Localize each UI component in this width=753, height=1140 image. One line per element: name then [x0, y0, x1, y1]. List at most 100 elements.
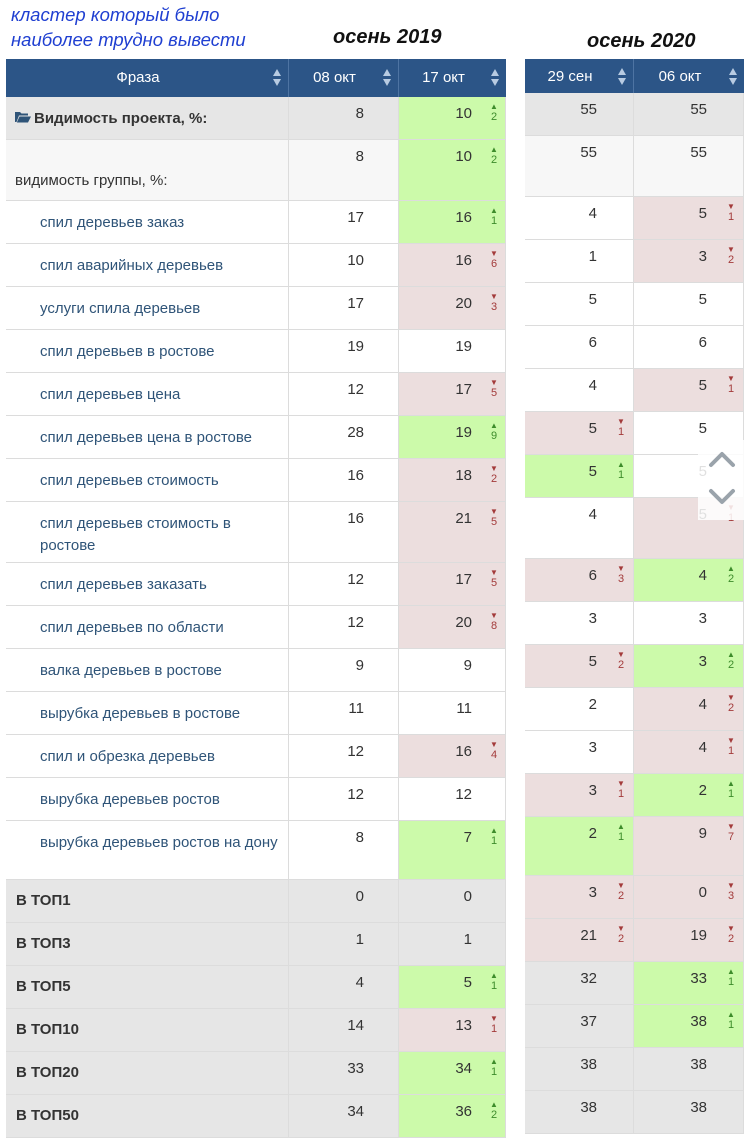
phrase-cell[interactable]: спил деревьев стоимость: [6, 459, 289, 501]
phrase-text: В ТОП10: [16, 1021, 79, 1038]
phrase-cell[interactable]: спил и обрезка деревьев: [6, 735, 289, 777]
value-cell: 34 ▲ 1: [399, 1052, 506, 1094]
phrase-cell[interactable]: спил деревьев цена: [6, 373, 289, 415]
triangle-down-icon: ▼: [490, 378, 498, 387]
triangle-up-icon: ▲: [490, 206, 498, 215]
value-cell: 21 ▼ 5: [399, 502, 506, 562]
change-amount: 3: [617, 573, 625, 585]
position-value: 11: [348, 700, 364, 717]
phrase-cell[interactable]: спил деревьев стоимость в ростове: [6, 502, 289, 562]
change-amount: 3: [490, 301, 498, 313]
position-value: 33: [690, 970, 707, 987]
value-cell: 12: [289, 563, 399, 605]
change-amount: 8: [490, 620, 498, 632]
phrase-cell[interactable]: спил деревьев заказ: [6, 201, 289, 243]
column-header-date[interactable]: 29 сен: [525, 59, 634, 94]
change-amount: 2: [490, 111, 498, 123]
triangle-down-icon: ▼: [617, 650, 625, 659]
phrase-cell[interactable]: валка деревьев в ростове: [6, 649, 289, 691]
summary-row: 38 38: [525, 1091, 744, 1134]
triangle-down-icon: ▼: [490, 292, 498, 301]
phrase-cell[interactable]: вырубка деревьев в ростове: [6, 692, 289, 734]
phrase-cell[interactable]: спил деревьев заказать: [6, 563, 289, 605]
triangle-up-icon: ▲: [727, 1010, 735, 1019]
change-up-indicator: ▲ 9: [489, 421, 499, 442]
position-value: 0: [355, 888, 364, 905]
phrase-cell: В ТОП10: [6, 1009, 289, 1051]
position-value: 55: [690, 144, 707, 161]
phrase-cell[interactable]: спил деревьев по области: [6, 606, 289, 648]
triangle-up-icon: ▲: [490, 1057, 498, 1066]
phrase-text: вырубка деревьев в ростове: [40, 705, 241, 722]
value-cell: 38: [634, 1091, 744, 1133]
table-row: 3 4 ▼ 1: [525, 731, 744, 774]
column-header-date[interactable]: 08 окт: [289, 59, 399, 97]
sort-icon[interactable]: [729, 68, 738, 86]
column-header-date[interactable]: 06 окт: [634, 59, 744, 94]
sort-icon[interactable]: [618, 68, 627, 86]
value-cell: 5: [525, 283, 634, 325]
phrase-cell[interactable]: вырубка деревьев ростов: [6, 778, 289, 820]
change-amount: 3: [727, 890, 735, 902]
position-value: 16: [455, 743, 472, 760]
phrase-cell: В ТОП20: [6, 1052, 289, 1094]
position-value: 9: [463, 657, 472, 674]
triangle-up-icon: ▲: [490, 826, 498, 835]
value-cell: 38: [634, 1048, 744, 1090]
change-up-indicator: ▲ 1: [489, 206, 499, 227]
phrase-cell[interactable]: спил деревьев в ростове: [6, 330, 289, 372]
change-amount: 2: [617, 933, 625, 945]
table-row: 5 ▼ 2 3 ▲ 2: [525, 645, 744, 688]
value-cell: 9: [289, 649, 399, 691]
value-cell: 17: [289, 287, 399, 329]
change-up-indicator: ▲ 1: [726, 967, 736, 988]
phrase-cell[interactable]: спил деревьев цена в ростове: [6, 416, 289, 458]
table-row: валка деревьев в ростове 9 9: [6, 649, 506, 692]
cluster-note: кластер который было наиболее трудно выв…: [11, 4, 246, 50]
change-amount: 7: [727, 831, 735, 843]
triangle-up-icon: ▲: [490, 421, 498, 430]
table-row: 45▼1: [525, 498, 744, 559]
summary-row: 3 ▼ 2 0 ▼ 3: [525, 876, 744, 919]
phrase-cell[interactable]: услуги спила деревьев: [6, 287, 289, 329]
triangle-up-icon: ▲: [617, 460, 625, 469]
value-cell: 10 ▲ 2: [399, 140, 506, 200]
summary-row: 21 ▼ 2 19 ▼ 2: [525, 919, 744, 962]
change-up-indicator: ▲ 1: [726, 779, 736, 800]
value-cell: 4: [289, 966, 399, 1008]
chevron-up-icon[interactable]: [708, 450, 736, 472]
scroll-control: [698, 440, 746, 520]
table-row: 2 4 ▼ 2: [525, 688, 744, 731]
table-2019: Фраза 08 окт 17 окт Видимость проекта, %…: [6, 59, 506, 1139]
sort-icon[interactable]: [491, 69, 500, 87]
change-down-indicator: ▼1: [616, 779, 626, 800]
position-value: 4: [355, 974, 364, 991]
position-value: 9: [698, 825, 707, 842]
sort-icon[interactable]: [273, 69, 282, 87]
column-header-label: 17 окт: [422, 69, 465, 86]
column-header-label: 29 сен: [547, 68, 593, 85]
value-cell: 10 ▲ 2: [399, 97, 506, 139]
chevron-down-icon[interactable]: [708, 488, 736, 510]
summary-row: В ТОП3 1 1: [6, 923, 506, 966]
table-row: спил деревьев заказать 12 17 ▼ 5: [6, 563, 506, 606]
phrase-cell[interactable]: спил аварийных деревьев: [6, 244, 289, 286]
sort-icon[interactable]: [383, 69, 392, 87]
change-up-indicator: ▲ 2: [489, 145, 499, 166]
column-header-date[interactable]: 17 окт: [399, 59, 506, 97]
phrase-cell[interactable]: вырубка деревьев ростов на дону: [6, 821, 289, 879]
column-header-phrase[interactable]: Фраза: [6, 59, 289, 97]
position-value: 2: [588, 825, 597, 842]
position-value: 32: [580, 970, 597, 987]
phrase-cell: В ТОП50: [6, 1095, 289, 1137]
position-value: 5: [698, 377, 707, 394]
column-header-label: 08 окт: [313, 69, 356, 86]
position-value: 38: [690, 1013, 707, 1030]
position-value: 4: [588, 205, 597, 222]
value-cell: 4 ▼ 1: [634, 731, 744, 773]
summary-row: В ТОП20 33 34 ▲ 1: [6, 1052, 506, 1095]
change-down-indicator: ▼1: [616, 417, 626, 438]
value-cell: 20 ▼ 8: [399, 606, 506, 648]
